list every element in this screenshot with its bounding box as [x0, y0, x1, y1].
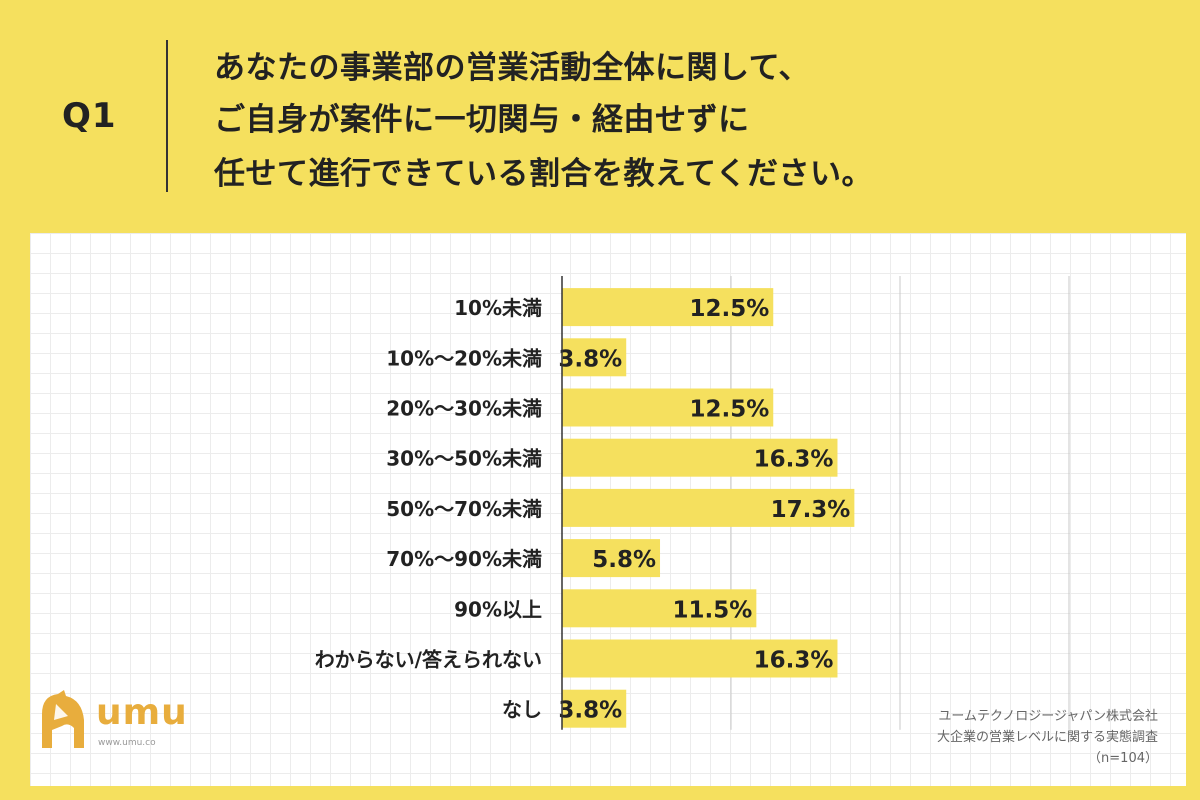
- question-number: Q1: [62, 96, 117, 136]
- category-label-5: 70%〜90%未満: [386, 547, 542, 571]
- bar-0: [562, 288, 774, 327]
- question-line-3: 任せて進行できている割合を教えてください。: [214, 156, 874, 192]
- question-line-2: ご自身が案件に一切関与・経由せずに: [214, 102, 750, 138]
- category-label-0: 10%未満: [454, 296, 542, 320]
- value-label-7: 16.3%: [754, 648, 834, 674]
- category-label-2: 20%〜30%未満: [386, 397, 542, 421]
- value-label-3: 16.3%: [754, 447, 834, 473]
- value-label-5: 5.8%: [592, 547, 656, 573]
- value-label-1: 3.8%: [558, 346, 622, 372]
- category-label-4: 50%〜70%未満: [386, 497, 542, 521]
- question-header: Q1 あなたの事業部の営業活動全体に関して、 ご自身が案件に一切関与・経由せずに…: [0, 0, 1200, 230]
- value-label-6: 11.5%: [673, 597, 753, 623]
- logo-url: www.umu.co: [98, 738, 156, 748]
- source-survey: 大企業の営業レベルに関する実態調査: [936, 730, 1158, 745]
- value-label-4: 17.3%: [771, 497, 851, 523]
- bar-2: [562, 388, 774, 427]
- category-label-3: 30%〜50%未満: [386, 447, 542, 471]
- source-sample: （n=104）: [1088, 751, 1158, 766]
- category-label-7: わからない/答えられない: [315, 648, 542, 672]
- bar-8: [562, 689, 627, 728]
- umu-logo: umu www.umu.co: [38, 690, 187, 754]
- category-label-6: 90%以上: [454, 597, 542, 621]
- bar-4: [562, 488, 855, 527]
- bar-7: [562, 639, 838, 678]
- bar-5: [562, 539, 661, 578]
- horse-head-icon: [42, 690, 84, 748]
- value-label-8: 3.8%: [558, 698, 622, 724]
- category-label-1: 10%〜20%未満: [386, 346, 542, 370]
- value-label-0: 12.5%: [689, 296, 769, 322]
- bar-6: [562, 589, 757, 628]
- logo-wordmark: umu: [96, 692, 188, 733]
- category-label-8: なし: [502, 698, 542, 722]
- value-label-2: 12.5%: [689, 397, 769, 423]
- source-company: ユームテクノロジージャパン株式会社: [938, 709, 1158, 724]
- header-divider: [166, 40, 168, 192]
- bar-1: [562, 338, 627, 377]
- question-line-1: あなたの事業部の営業活動全体に関して、: [214, 50, 811, 86]
- source-note: ユームテクノロジージャパン株式会社 大企業の営業レベルに関する実態調査 （n=1…: [937, 706, 1158, 769]
- bar-3: [562, 438, 838, 477]
